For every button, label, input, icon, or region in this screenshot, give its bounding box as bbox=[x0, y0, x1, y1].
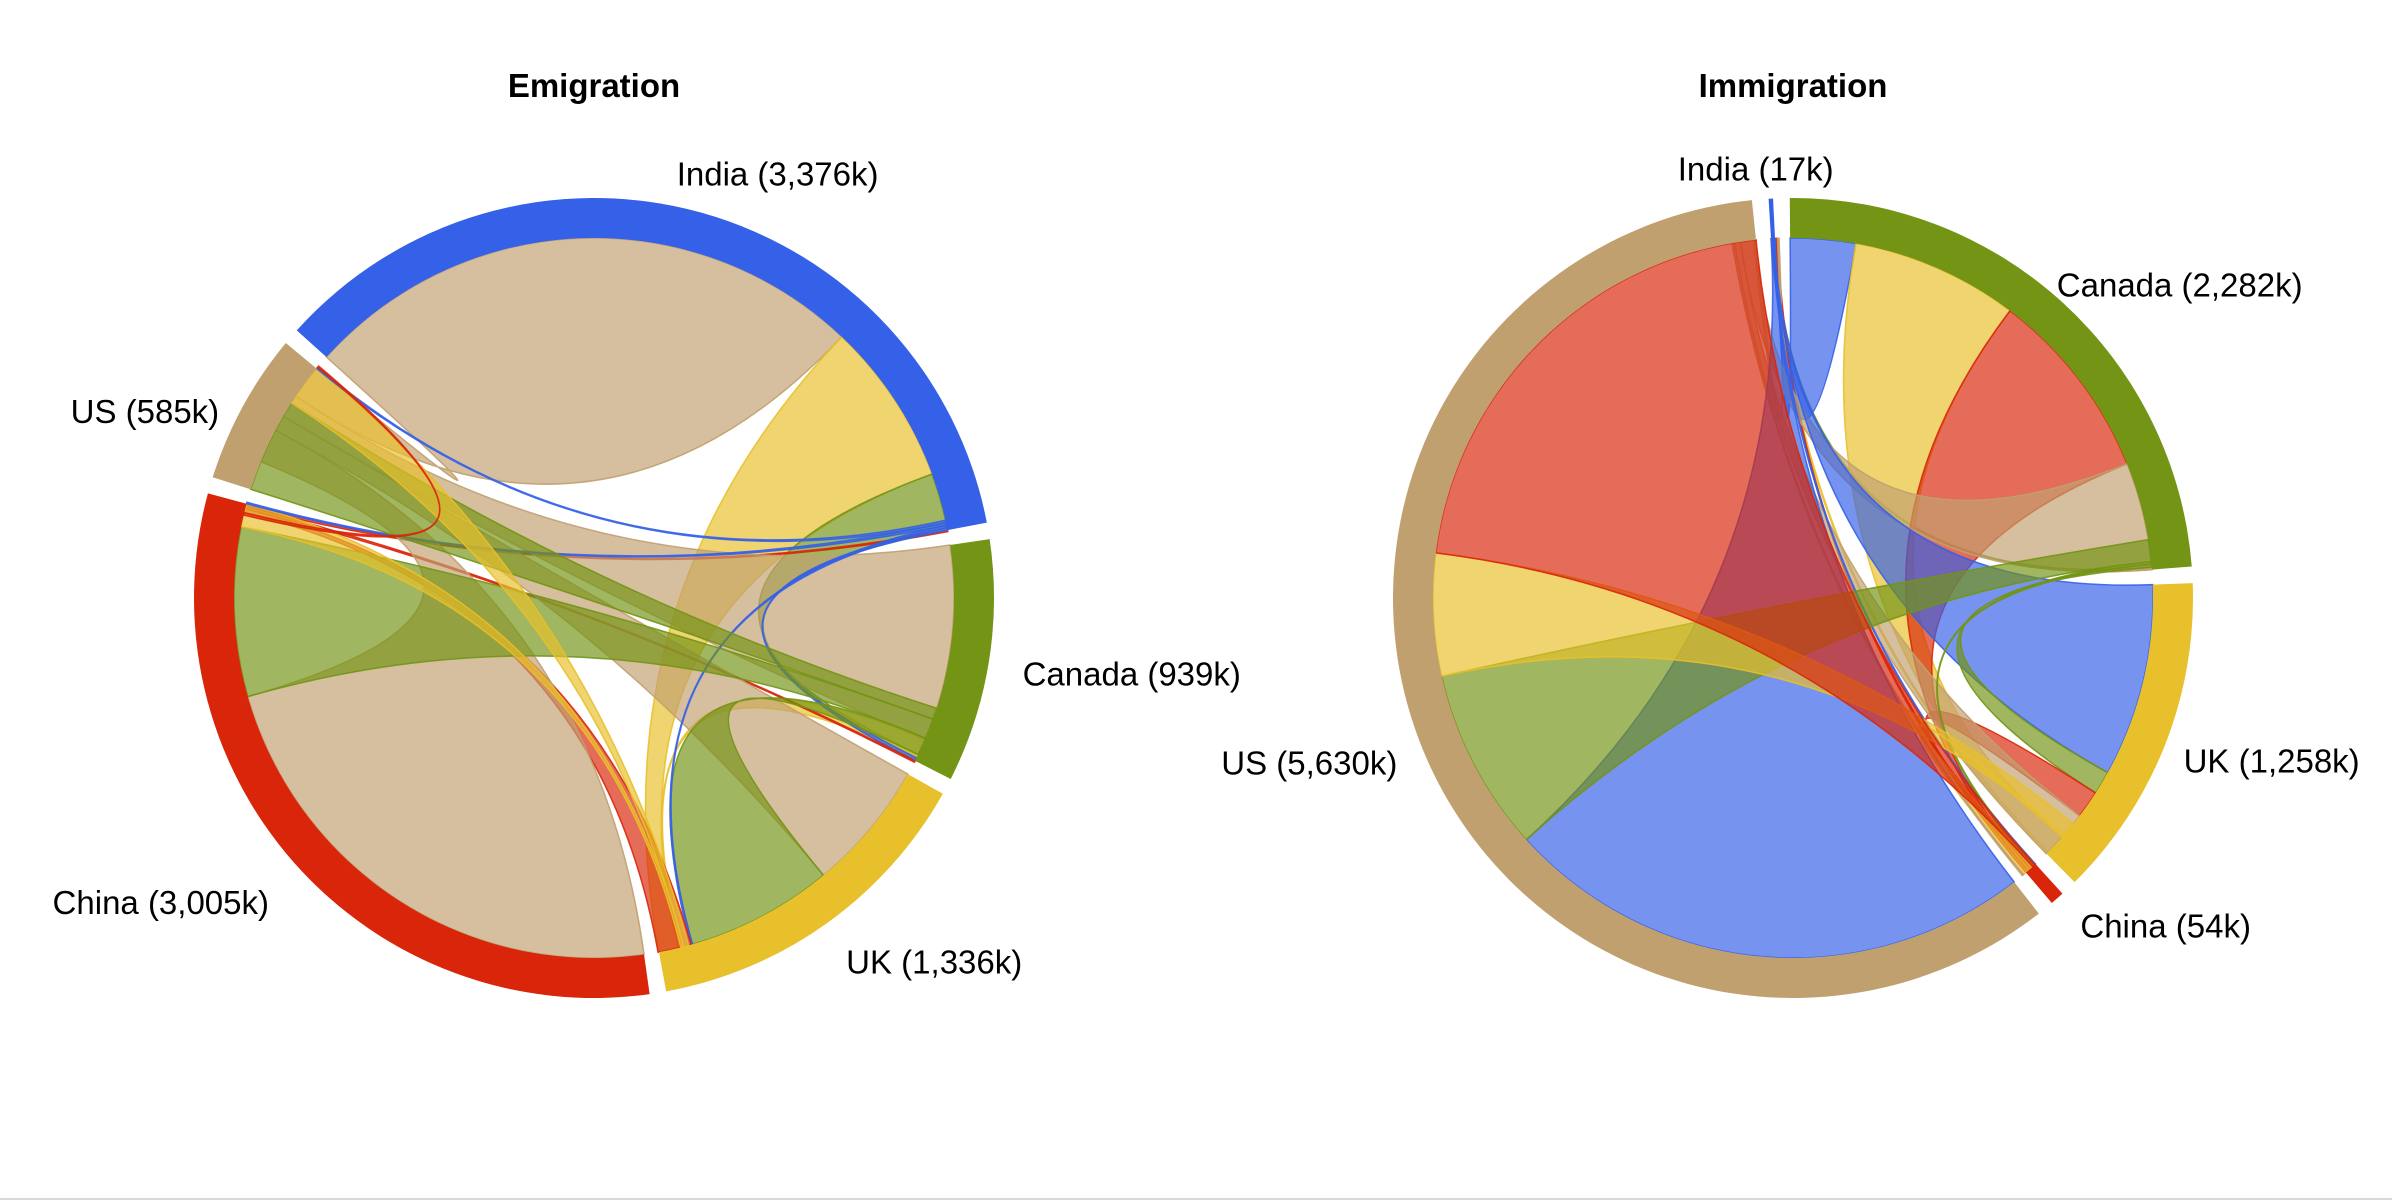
emigration-ribbons bbox=[233, 237, 955, 959]
emigration-chart: Emigration India (3,376k) Canada (939k) UK… bbox=[53, 67, 1241, 998]
emigration-arc-us bbox=[212, 343, 317, 490]
immigration-arc-canada bbox=[1789, 198, 2192, 570]
emigration-title: Emigration bbox=[508, 67, 680, 104]
emigration-arc-canada bbox=[915, 539, 994, 779]
emigration-arc-uk bbox=[658, 774, 943, 992]
immigration-arc-india bbox=[1768, 198, 1776, 239]
emigration-arc-china bbox=[193, 493, 650, 998]
immigration-ribbons bbox=[1432, 237, 2154, 959]
immigration-label-uk: UK (1,258k) bbox=[2184, 742, 2360, 779]
immigration-arc-us bbox=[1393, 200, 2039, 998]
emigration-label-us: US (585k) bbox=[71, 393, 220, 430]
immigration-chart: Immigration India (17k) Canada (2,282k) UK… bbox=[1221, 67, 2360, 998]
immigration-label-china: China (54k) bbox=[2080, 907, 2251, 944]
immigration-arcs bbox=[1393, 198, 2193, 998]
immigration-label-canada: Canada (2,282k) bbox=[2057, 266, 2303, 303]
emigration-label-india: India (3,376k) bbox=[677, 155, 879, 192]
immigration-labels: India (17k) Canada (2,282k) UK (1,258k) Chi… bbox=[1221, 151, 2359, 945]
emigration-label-uk: UK (1,336k) bbox=[846, 944, 1022, 981]
emigration-label-canada: Canada (939k) bbox=[1023, 655, 1241, 692]
immigration-arc-china bbox=[2025, 864, 2063, 903]
emigration-arc-india bbox=[296, 198, 987, 531]
immigration-ribbon-us-to-china bbox=[1435, 239, 2037, 868]
immigration-label-us: US (5,630k) bbox=[1221, 745, 1397, 782]
emigration-arcs bbox=[193, 198, 994, 998]
emigration-ribbon-india-to-us bbox=[294, 237, 843, 485]
immigration-title: Immigration bbox=[1699, 67, 1888, 104]
emigration-labels: India (3,376k) Canada (939k) UK (1,336k) Ch… bbox=[53, 155, 1241, 980]
emigration-label-china: China (3,005k) bbox=[53, 884, 269, 921]
immigration-label-india: India (17k) bbox=[1678, 151, 1834, 188]
immigration-arc-uk bbox=[2046, 583, 2193, 883]
